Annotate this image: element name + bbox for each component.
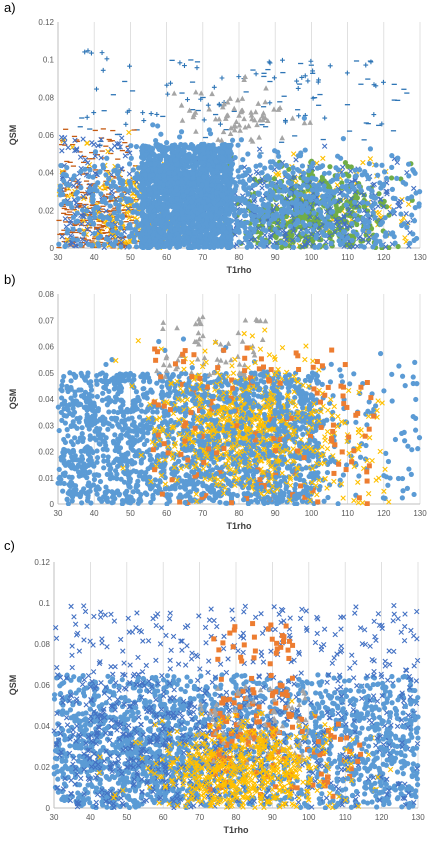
y-tick-label: 0.04: [38, 169, 54, 178]
x-tick-label: 120: [377, 253, 391, 262]
y-tick-label: 0.02: [34, 763, 50, 772]
x-tick-labels: 30 40 50 60 70 80 90 100 110 120 130: [54, 253, 428, 262]
x-tick-label: 50: [126, 253, 135, 262]
x-tick-label: 50: [122, 813, 131, 822]
x-tick-label: 70: [195, 813, 204, 822]
y-tick-label: 0.12: [38, 18, 54, 27]
series-4-triangle-points: [171, 74, 313, 148]
panel-label-c: c): [4, 538, 15, 553]
x-tick-label: 40: [90, 253, 99, 262]
x-tick-label: 30: [54, 509, 63, 518]
y-axis-title: QSM: [8, 389, 18, 410]
y-tick-label: 0.02: [38, 206, 54, 215]
x-tick-label: 60: [162, 253, 171, 262]
y-tick-label: 0.02: [38, 448, 54, 457]
x-tick-label: 90: [271, 509, 280, 518]
y-tick-label: 0.06: [38, 343, 54, 352]
y-axis-title: QSM: [8, 125, 18, 146]
x-tick-label: 110: [341, 253, 354, 262]
x-tick-label: 80: [235, 509, 244, 518]
x-tick-label: 60: [159, 813, 168, 822]
x-tick-label: 100: [305, 509, 319, 518]
x-axis-title: T1rho: [226, 521, 252, 530]
x-tick-label: 100: [302, 813, 316, 822]
x-tick-label: 130: [413, 253, 427, 262]
x-tick-label: 30: [54, 253, 63, 262]
y-tick-label: 0: [50, 244, 55, 253]
x-tick-labels: 30 40 50 60 70 80 90 100 110 120 130: [50, 813, 426, 822]
x-tick-label: 130: [413, 509, 427, 518]
y-tick-label: 0.08: [34, 640, 50, 649]
x-tick-label: 120: [375, 813, 389, 822]
y-tick-label: 0.04: [38, 395, 54, 404]
panel-label-b: b): [4, 272, 16, 287]
y-tick-label: 0.06: [38, 131, 54, 140]
panel-b: b) 30 40 50 60 70 80 90 100 110 120 130 0 0.01 0.02 0.…: [0, 272, 442, 530]
y-axis-title: QSM: [8, 675, 18, 696]
x-tick-label: 80: [232, 813, 241, 822]
y-tick-label: 0.1: [39, 599, 51, 608]
x-tick-label: 90: [271, 253, 280, 262]
x-tick-label: 60: [162, 509, 171, 518]
y-tick-label: 0.12: [34, 558, 50, 567]
x-tick-label: 120: [377, 509, 391, 518]
y-tick-labels: 0 0.02 0.04 0.06 0.08 0.1 0.12: [34, 558, 50, 813]
x-axis-title: T1rho: [223, 825, 249, 835]
panel-label-a: a): [4, 0, 16, 15]
y-tick-label: 0.06: [34, 681, 50, 690]
y-tick-labels: 0 0.01 0.02 0.03 0.04 0.05 0.06 0.07 0.08: [38, 290, 54, 509]
y-tick-labels: 0 0.02 0.04 0.06 0.08 0.1 0.12: [38, 18, 54, 253]
x-tick-label: 130: [411, 813, 425, 822]
y-tick-label: 0.05: [38, 369, 54, 378]
y-tick-label: 0.08: [38, 93, 54, 102]
x-tick-label: 40: [86, 813, 95, 822]
x-tick-label: 70: [198, 253, 207, 262]
y-tick-label: 0.03: [38, 421, 54, 430]
panel-a: a) 30 40 50 60 70 80 90 100 110 120 130 0 0.02 0.04 0.…: [0, 0, 442, 275]
y-tick-label: 0: [46, 804, 51, 813]
y-tick-label: 0.07: [38, 316, 54, 325]
y-tick-label: 0.1: [43, 56, 55, 65]
x-tick-labels: 30 40 50 60 70 80 90 100 110 120 130: [54, 509, 428, 518]
x-tick-label: 30: [50, 813, 59, 822]
x-tick-label: 110: [339, 813, 352, 822]
y-tick-label: 0.01: [38, 474, 54, 483]
series-0-plus-points: [82, 48, 386, 126]
x-tick-label: 110: [341, 509, 354, 518]
y-tick-label: 0.08: [38, 290, 54, 299]
x-tick-label: 90: [268, 813, 277, 822]
x-tick-label: 100: [305, 253, 319, 262]
x-tick-label: 70: [198, 509, 207, 518]
y-tick-label: 0: [50, 500, 55, 509]
x-tick-label: 40: [90, 509, 99, 518]
y-tick-label: 0.04: [34, 722, 50, 731]
x-tick-label: 80: [235, 253, 244, 262]
x-tick-label: 50: [126, 509, 135, 518]
